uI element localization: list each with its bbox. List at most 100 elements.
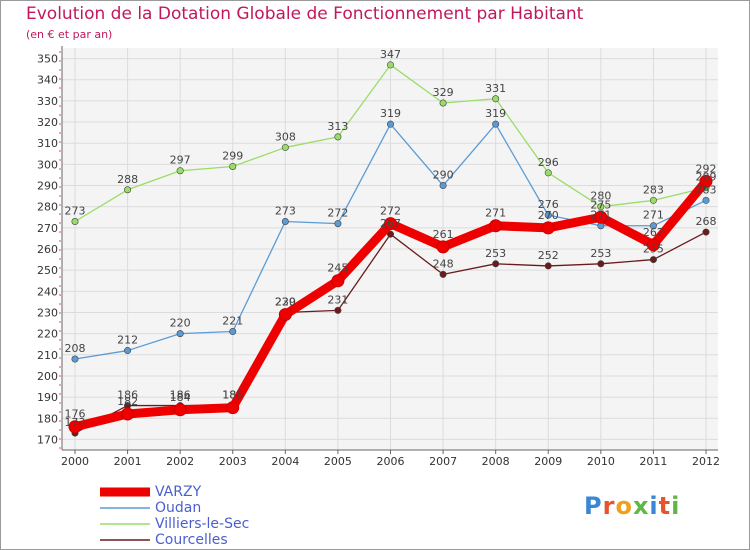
- point-oudan-2002: [176, 330, 184, 338]
- x-tick-label-2008: 2008: [482, 455, 510, 468]
- legend-label-oudan: Oudan: [155, 500, 202, 516]
- point-varzy-2001: [121, 407, 135, 421]
- point-varzy-2002: [173, 403, 187, 417]
- point-villiers-2009: [544, 169, 552, 177]
- y-tick-label-350: 350: [37, 53, 58, 66]
- point-villiers-2002: [176, 167, 184, 175]
- data-label-villiers-2008: 331: [485, 82, 506, 95]
- chart-subtitle: (en € et par an): [26, 28, 113, 41]
- data-label-varzy-2006: 272: [380, 205, 401, 218]
- data-label-villiers-2006: 347: [380, 48, 401, 61]
- point-oudan-2011: [649, 222, 657, 230]
- point-oudan-2001: [124, 347, 132, 355]
- data-label-varzy-2004: 229: [275, 296, 296, 309]
- point-courcelles-2006: [386, 230, 394, 238]
- point-varzy-2005: [331, 274, 345, 288]
- data-label-oudan-2005: 272: [327, 207, 348, 220]
- data-label-courcelles-2005: 231: [327, 293, 348, 306]
- data-label-courcelles-2000: 173: [65, 416, 86, 429]
- point-oudan-2003: [229, 328, 237, 336]
- y-tick-label-330: 330: [37, 95, 58, 108]
- data-label-courcelles-2010: 253: [590, 247, 611, 260]
- point-villiers-2001: [124, 186, 132, 194]
- y-tick-label-170: 170: [37, 433, 58, 446]
- point-courcelles-2012: [702, 228, 710, 236]
- point-courcelles-2008: [492, 260, 500, 268]
- legend-label-varzy: VARZY: [155, 484, 202, 500]
- x-tick-label-2004: 2004: [271, 455, 299, 468]
- y-tick-label-310: 310: [37, 137, 58, 150]
- y-tick-label-270: 270: [37, 222, 58, 235]
- data-label-villiers-2001: 288: [117, 173, 138, 186]
- point-villiers-2003: [229, 162, 237, 170]
- data-label-oudan-2003: 221: [222, 315, 243, 328]
- data-label-varzy-2008: 271: [485, 207, 506, 220]
- data-label-varzy-2009: 270: [538, 209, 559, 222]
- point-villiers-2011: [649, 196, 657, 204]
- x-tick-label-2009: 2009: [534, 455, 562, 468]
- proxiti-logo: Proxiti: [584, 492, 681, 520]
- data-label-oudan-2000: 208: [65, 342, 86, 355]
- x-tick-label-2005: 2005: [324, 455, 352, 468]
- point-courcelles-2007: [439, 270, 447, 278]
- data-label-oudan-2010: 271: [590, 209, 611, 222]
- data-label-courcelles-2006: 267: [380, 217, 401, 230]
- point-varzy-2008: [489, 219, 503, 233]
- data-label-villiers-2009: 296: [538, 156, 559, 169]
- x-tick-label-2012: 2012: [692, 455, 720, 468]
- data-label-courcelles-2004: 230: [275, 295, 296, 308]
- y-tick-label-300: 300: [37, 158, 58, 171]
- y-tick-label-190: 190: [37, 391, 58, 404]
- point-varzy-2004: [278, 308, 292, 322]
- data-label-varzy-2005: 245: [327, 262, 348, 275]
- y-tick-label-250: 250: [37, 264, 58, 277]
- data-label-varzy-2007: 261: [433, 228, 454, 241]
- data-label-courcelles-2002: 186: [170, 389, 191, 402]
- data-label-courcelles-2003: 186: [222, 389, 243, 402]
- point-varzy-2012: [699, 174, 713, 188]
- x-tick-label-2000: 2000: [61, 455, 89, 468]
- point-oudan-2005: [334, 220, 342, 228]
- data-label-villiers-2005: 313: [327, 120, 348, 133]
- data-label-courcelles-2008: 253: [485, 247, 506, 260]
- point-oudan-2004: [281, 217, 289, 225]
- data-label-varzy-2003: 185: [222, 389, 243, 402]
- point-varzy-2007: [436, 240, 450, 254]
- data-label-varzy-2000: 176: [65, 408, 86, 421]
- point-courcelles-2009: [544, 262, 552, 270]
- data-label-oudan-2011: 271: [643, 209, 664, 222]
- data-label-courcelles-2012: 268: [696, 215, 717, 228]
- legend-label-courcelles: Courcelles: [155, 532, 228, 548]
- data-label-varzy-2001: 182: [117, 395, 138, 408]
- point-courcelles-2010: [597, 260, 605, 268]
- point-oudan-2008: [492, 120, 500, 128]
- point-courcelles-2005: [334, 306, 342, 314]
- point-villiers-2004: [281, 143, 289, 151]
- point-oudan-2009: [544, 211, 552, 219]
- data-label-varzy-2010: 275: [590, 198, 611, 211]
- data-label-oudan-2009: 276: [538, 198, 559, 211]
- data-label-villiers-2011: 283: [643, 183, 664, 196]
- x-tick-label-2010: 2010: [587, 455, 615, 468]
- point-varzy-2000: [68, 420, 82, 434]
- point-oudan-2006: [386, 120, 394, 128]
- point-courcelles-2011: [649, 256, 657, 264]
- data-label-villiers-2004: 308: [275, 130, 296, 143]
- data-label-oudan-2007: 290: [433, 169, 454, 182]
- data-label-courcelles-2011: 255: [643, 243, 664, 256]
- data-label-oudan-2002: 220: [170, 317, 191, 330]
- legend-label-villiers: Villiers-le-Sec: [155, 516, 250, 532]
- data-label-oudan-2001: 212: [117, 334, 138, 347]
- data-label-villiers-2010: 280: [590, 190, 611, 203]
- data-label-villiers-2003: 299: [222, 149, 243, 162]
- point-villiers-2005: [334, 133, 342, 141]
- data-label-varzy-2012: 292: [696, 162, 717, 175]
- data-label-villiers-2002: 297: [170, 154, 191, 167]
- point-villiers-2000: [71, 217, 79, 225]
- point-varzy-2006: [384, 217, 397, 231]
- x-tick-label-2001: 2001: [114, 455, 142, 468]
- x-tick-label-2007: 2007: [429, 455, 457, 468]
- y-tick-label-200: 200: [37, 370, 58, 383]
- data-label-oudan-2006: 319: [380, 107, 401, 120]
- y-tick-label-240: 240: [37, 285, 58, 298]
